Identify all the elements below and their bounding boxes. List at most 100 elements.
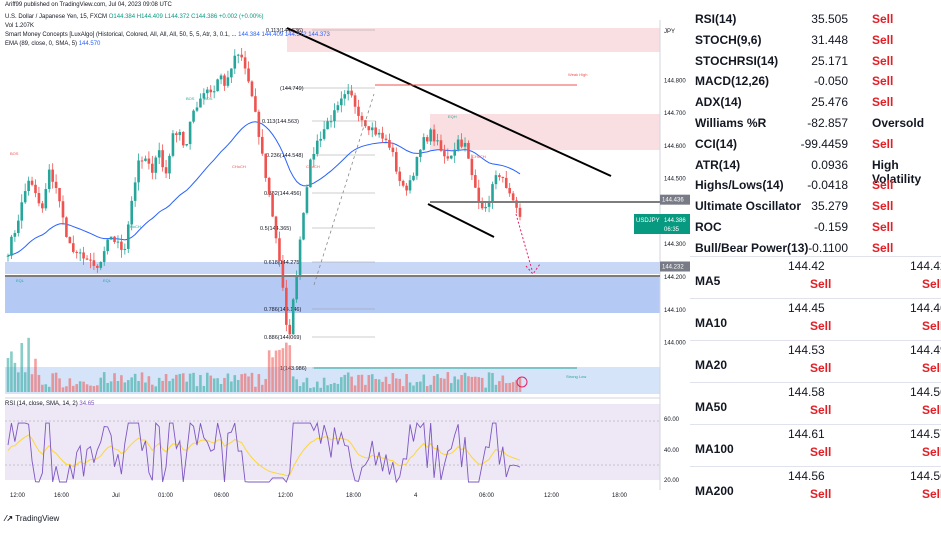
technical-row: CCI(14) -99.4459 Sell: [690, 133, 941, 154]
volume-bar: [291, 376, 295, 392]
volume-bar: [44, 384, 48, 392]
candle-body: [309, 159, 312, 188]
price-tick-label: 144.800: [664, 78, 686, 84]
volume-bar: [230, 381, 233, 392]
tradingview-logo[interactable]: ⁄↗ TradingView: [5, 514, 59, 523]
volume-bar: [446, 372, 450, 392]
candle-body: [126, 224, 130, 249]
candle-body: [480, 202, 484, 209]
candle-body: [388, 139, 391, 148]
candle-body: [360, 115, 364, 121]
candle-body: [511, 193, 515, 201]
time-tick-label: 12:00: [278, 493, 294, 499]
volume-bar: [181, 373, 185, 392]
fibonacci-lines: 0.113(144.636) 0.113(144.563) 0.236(144.54…: [260, 28, 375, 372]
candle-body: [412, 175, 415, 181]
fib-anchor-line: [313, 93, 375, 286]
candle-body: [384, 138, 388, 140]
volume-bar: [37, 374, 41, 392]
volume-bar: [274, 350, 278, 392]
volume-bar: [474, 376, 477, 392]
volume-bar: [309, 387, 312, 392]
volume-bar: [30, 374, 34, 392]
volume-bar: [439, 378, 443, 392]
candle-body: [343, 94, 347, 99]
price-tick-label: 144.500: [664, 177, 686, 183]
technical-row: STOCH(9,6) 31.448 Sell: [690, 29, 941, 50]
candle-body: [336, 105, 340, 111]
candle-body: [312, 153, 316, 160]
candle-body: [504, 177, 508, 188]
volume-bar: [357, 374, 360, 392]
volume-bar: [102, 372, 106, 392]
replay-icon[interactable]: [516, 376, 528, 388]
candle-body: [144, 158, 147, 161]
candle-body: [37, 193, 41, 204]
volume-bar: [508, 382, 511, 392]
volume-bar: [10, 351, 13, 392]
volume-bar: [109, 381, 113, 392]
price-tick-label: 144.300: [664, 242, 686, 248]
smc-structure-label: EQL: [16, 278, 25, 283]
volume-bar: [329, 384, 333, 392]
volume-bar: [443, 378, 446, 392]
technical-signal: Sell: [872, 95, 894, 110]
volume-bar: [394, 378, 398, 392]
candle-body: [147, 158, 151, 164]
ma-row: MA100 144.61 Sell 144.57 Sell: [690, 424, 941, 467]
volume-bar: [20, 342, 24, 392]
volume-bar: [370, 374, 374, 392]
level-tag-high: [660, 194, 690, 205]
technical-name: ROC: [695, 220, 722, 234]
volume-bar: [147, 376, 151, 392]
rsi-tick-label: 20.00: [664, 478, 680, 484]
candle-body: [130, 200, 134, 225]
currency-label: JPY: [664, 29, 675, 35]
candle-body: [274, 216, 278, 239]
price-tick-label: 144.000: [664, 341, 686, 347]
fib-level-label: 0.786(144.146): [264, 307, 301, 313]
volume-bar: [312, 387, 316, 392]
volume-bar: [377, 379, 381, 392]
candle-body: [175, 133, 178, 136]
candle-body: [209, 89, 213, 93]
ema-layer: [7, 121, 521, 257]
volume-bar: [175, 374, 178, 392]
technical-name: Williams %R: [695, 116, 767, 130]
volume-bar: [281, 348, 285, 392]
time-tick-label: 18:00: [612, 493, 628, 499]
technical-row: ADX(14) 25.476 Sell: [690, 91, 941, 112]
candle-body: [357, 106, 360, 116]
price-chart-svg[interactable]: 0.113(144.636) 0.113(144.563) 0.236(144.54…: [0, 0, 690, 530]
technical-signal: Sell: [872, 178, 894, 193]
candle-body: [391, 147, 395, 153]
volume-bar: [27, 337, 30, 392]
technical-value: 35.279: [811, 199, 848, 214]
candle-body: [484, 206, 487, 209]
technical-signal: High Volatility: [872, 157, 922, 186]
volume-bar: [518, 378, 522, 392]
candle-body: [106, 239, 109, 252]
volume-bar: [250, 372, 254, 392]
candle-body: [271, 194, 274, 217]
volume-bar: [480, 377, 484, 392]
chart-area[interactable]: 0.113(144.636) 0.113(144.563) 0.236(144.54…: [0, 0, 690, 530]
volume-bar: [82, 381, 85, 392]
volume-bar: [154, 386, 158, 392]
rsi-header: RSI (14, close, SMA, 14, 2) 34.65: [5, 401, 94, 407]
volume-bar: [161, 380, 164, 392]
volume-bar: [305, 377, 309, 392]
volume-bar: [391, 372, 395, 392]
volume-bar: [144, 382, 147, 392]
volume-bar: [453, 376, 457, 392]
ma-simple-value: 144.45: [788, 301, 825, 315]
volume-bar: [398, 378, 402, 392]
candle-body: [219, 75, 223, 80]
candle-body: [123, 248, 127, 250]
technical-signal: Sell: [872, 199, 894, 214]
technical-name: Highs/Lows(14): [695, 178, 784, 193]
symbol-line: U.S. Dollar / Japanese Yen, 15, FXCM O14…: [5, 14, 264, 20]
rsi-tick-label: 60.00: [664, 417, 680, 423]
candle-body: [439, 140, 443, 151]
technical-signal: Sell: [872, 136, 894, 151]
